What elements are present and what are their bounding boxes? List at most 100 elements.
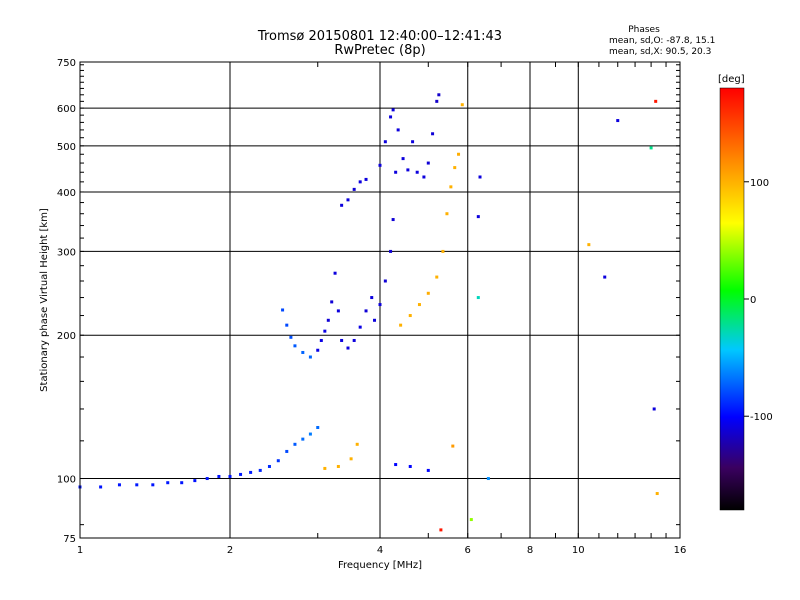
data-point — [391, 218, 395, 222]
data-point — [336, 309, 340, 313]
data-point — [383, 279, 387, 283]
data-point — [652, 407, 656, 411]
x-axis: 1 2 4 6 8 10 16 — [77, 62, 686, 556]
chart-title: Tromsø 20150801 12:40:00–12:41:43 — [257, 29, 502, 44]
data-point — [616, 119, 620, 123]
y-axis-label: Stationary phase Virtual Height [km] — [39, 208, 50, 392]
data-point — [135, 483, 139, 487]
data-point — [476, 296, 480, 300]
data-point — [319, 338, 323, 342]
data-point — [301, 350, 305, 354]
data-point — [308, 432, 312, 436]
data-point — [364, 177, 368, 181]
data-point — [217, 474, 221, 478]
data-point — [457, 152, 461, 156]
data-point — [406, 168, 410, 172]
data-point — [439, 528, 443, 532]
x-axis-label: Frequency [MHz] — [338, 560, 422, 571]
data-point — [364, 309, 368, 313]
data-point — [276, 459, 280, 463]
colorbar-ticks: 100 0 -100 — [744, 178, 773, 423]
data-point — [308, 355, 312, 359]
data-point — [378, 303, 382, 307]
data-point — [180, 481, 184, 485]
y-tick-label: 600 — [57, 104, 76, 115]
data-point — [267, 464, 271, 468]
y-tick-label: 200 — [57, 331, 76, 342]
data-point — [151, 483, 155, 487]
data-point — [449, 185, 453, 189]
data-point — [117, 483, 121, 487]
data-point — [166, 481, 170, 485]
data-point — [358, 325, 362, 329]
stats-line-x: mean, sd,X: 90.5, 20.3 — [609, 47, 711, 57]
data-point — [435, 99, 439, 103]
data-point — [453, 166, 457, 170]
data-point — [193, 479, 197, 483]
data-point — [293, 442, 297, 446]
y-tick-label: 300 — [57, 247, 76, 258]
data-point — [394, 463, 398, 467]
data-point — [587, 243, 591, 247]
data-point — [391, 108, 395, 112]
data-point — [426, 468, 430, 472]
data-point — [655, 492, 659, 496]
x-tick-label: 2 — [227, 545, 233, 556]
data-points — [78, 93, 659, 532]
data-point — [323, 466, 327, 470]
data-point — [349, 457, 353, 461]
data-point — [281, 308, 285, 312]
y-tick-label: 75 — [63, 534, 76, 545]
data-point — [316, 348, 320, 352]
data-point — [437, 93, 441, 97]
data-point — [486, 477, 490, 481]
data-point — [649, 146, 653, 150]
data-point — [205, 477, 209, 481]
data-point — [352, 338, 356, 342]
x-tick-label: 8 — [527, 545, 533, 556]
data-point — [389, 249, 393, 253]
stats-line-o: mean, sd,O: -87.8, 15.1 — [609, 36, 715, 46]
data-point — [441, 249, 445, 253]
y-tick-label: 100 — [57, 475, 76, 486]
x-tick-label: 4 — [377, 545, 383, 556]
data-point — [603, 275, 607, 279]
data-point — [435, 275, 439, 279]
chart-subtitle: RwPretec (8p) — [334, 43, 425, 58]
data-point — [293, 344, 297, 348]
data-point — [399, 323, 403, 327]
data-point — [346, 346, 350, 350]
y-tick-label: 500 — [57, 142, 76, 153]
x-tick-label: 10 — [572, 545, 585, 556]
y-tick-label: 400 — [57, 188, 76, 199]
data-point — [373, 318, 377, 322]
data-point — [228, 474, 232, 478]
grid-lines — [80, 62, 680, 538]
data-point — [394, 170, 398, 174]
data-point — [352, 187, 356, 191]
data-point — [258, 468, 262, 472]
data-point — [451, 444, 455, 448]
data-point — [460, 103, 464, 107]
data-point — [326, 318, 330, 322]
data-point — [422, 175, 426, 179]
data-point — [476, 215, 480, 219]
data-point — [426, 291, 430, 295]
data-point — [330, 300, 334, 304]
y-tick-label: 750 — [57, 58, 76, 69]
stats-heading: Phases — [628, 25, 660, 35]
data-point — [239, 472, 243, 476]
data-point — [358, 180, 362, 184]
data-point — [417, 303, 421, 307]
data-point — [415, 170, 419, 174]
data-point — [336, 464, 340, 468]
data-point — [333, 271, 337, 275]
data-point — [346, 198, 350, 202]
x-tick-label: 1 — [77, 545, 83, 556]
data-point — [396, 128, 400, 132]
data-point — [323, 329, 327, 333]
data-point — [445, 212, 449, 216]
colorbar-gradient — [719, 87, 745, 511]
data-point — [469, 518, 473, 522]
data-point — [389, 115, 393, 119]
